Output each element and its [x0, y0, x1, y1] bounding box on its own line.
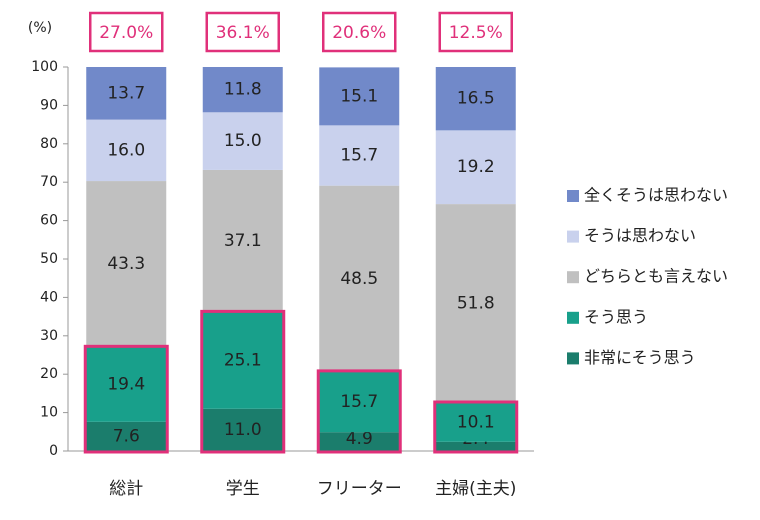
annotation-box [438, 11, 513, 53]
legend-label: 全くそうは思わない [584, 186, 728, 205]
highlight-box [433, 400, 519, 454]
y-tick-label: 100 [31, 59, 58, 75]
legend-swatch [567, 352, 579, 365]
y-tick-label: 50 [40, 251, 58, 267]
data-label: 25.1 [224, 351, 262, 371]
data-label: 7.6 [113, 426, 140, 446]
x-tick-label: 学生 [226, 479, 260, 499]
x-tick-label: フリーター [317, 479, 402, 499]
annotation: 27.0% [99, 23, 153, 43]
data-label: 37.1 [224, 231, 262, 251]
bar-segment [202, 112, 283, 170]
bar-segment [435, 67, 516, 131]
bar-segment [435, 441, 516, 451]
data-label: 4.9 [346, 429, 373, 449]
bar-segment [86, 347, 167, 422]
bar-segment [319, 125, 400, 186]
legend-label: そう思う [584, 307, 648, 326]
y-tick-label: 70 [40, 174, 58, 190]
data-label: 15.7 [340, 392, 378, 412]
y-tick-label: 10 [40, 405, 58, 421]
legend-label: 非常にそう思う [584, 348, 696, 367]
bar-segment [435, 204, 516, 403]
y-tick-label: 20 [40, 366, 58, 382]
legend-swatch [567, 271, 579, 284]
bar-segment [319, 432, 400, 451]
data-label: 15.1 [340, 86, 378, 106]
data-label: 16.5 [457, 89, 495, 109]
bar-segment [86, 119, 167, 182]
bar-segment [202, 312, 283, 409]
annotation-box [322, 11, 397, 53]
y-tick-label: 30 [40, 328, 58, 344]
x-tick-label: 主婦(主夫) [435, 479, 516, 499]
data-label: 10.1 [457, 412, 495, 432]
bar-segment [435, 130, 516, 205]
bar-segment [86, 67, 167, 120]
data-label: 11.0 [224, 420, 262, 440]
data-label: 51.8 [457, 294, 495, 314]
annotation-box [89, 11, 164, 53]
bar-segment [319, 67, 400, 126]
y-tick-label: 0 [49, 443, 58, 459]
annotation: 20.6% [332, 23, 386, 43]
annotation-box [205, 11, 280, 53]
legend-swatch [567, 311, 579, 324]
bar-segment [202, 169, 283, 313]
bar-segment [319, 371, 400, 433]
bar-segment [202, 67, 283, 113]
y-tick-label: 40 [40, 289, 58, 305]
x-tick-label: 総計 [109, 479, 143, 499]
y-tick-label: 90 [40, 97, 58, 113]
bar-segment [435, 403, 516, 442]
y-tick-label: 80 [40, 136, 58, 152]
data-label: 48.5 [340, 269, 378, 289]
y-axis-label: (%) [28, 20, 52, 36]
annotation: 36.1% [216, 23, 270, 43]
legend-label: どちらとも言えない [584, 267, 728, 286]
legend-swatch [567, 230, 579, 243]
bar-segment [319, 185, 400, 372]
data-label: 13.7 [107, 83, 145, 103]
bar-segment [86, 181, 167, 348]
data-label: 16.0 [107, 140, 145, 160]
annotation: 12.5% [449, 23, 503, 43]
legend-swatch [567, 190, 579, 202]
data-label: 43.3 [107, 254, 145, 274]
data-label: 19.2 [457, 157, 495, 177]
highlight-box [316, 369, 402, 454]
data-label: 15.7 [340, 146, 378, 166]
legend-label: そうは思わない [584, 226, 696, 245]
highlight-box [200, 309, 286, 454]
y-tick-label: 60 [40, 213, 58, 229]
bar-segment [202, 408, 283, 451]
data-label: 11.8 [224, 80, 262, 100]
data-label: 19.4 [107, 375, 145, 395]
data-label: 15.0 [224, 131, 262, 151]
highlight-box [83, 344, 169, 454]
bar-segment [86, 421, 167, 451]
